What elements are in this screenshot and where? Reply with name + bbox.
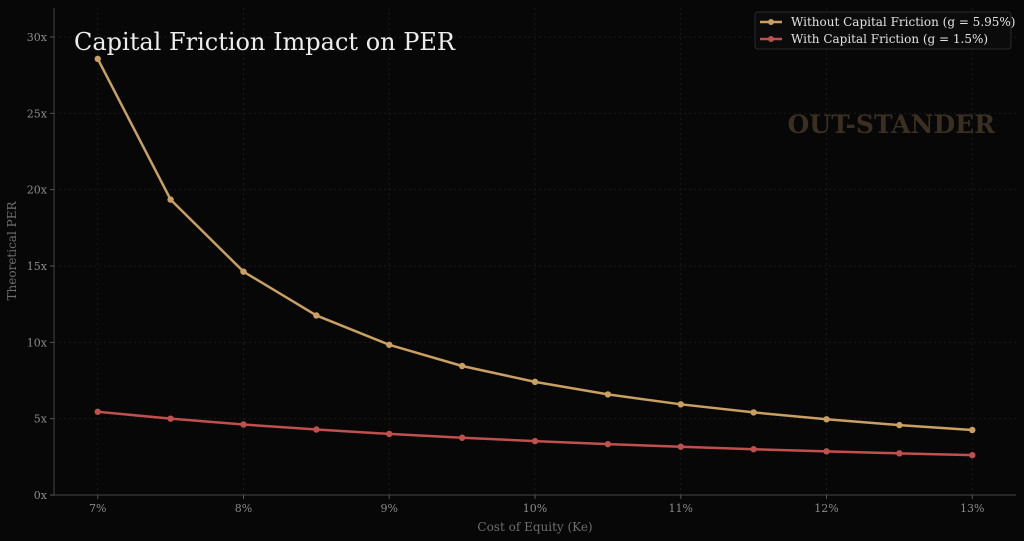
data-point-with-friction (386, 430, 393, 438)
ticks: 7% 8% 9% 10% 11% 12% 13% 0x 5x 10x 15x 20x 25x 30x (27, 31, 985, 515)
data-point-with-friction (240, 421, 247, 428)
x-tick-label: 10% (523, 502, 547, 515)
data-point-without-friction (823, 416, 830, 423)
data-point-with-friction (750, 446, 757, 453)
watermark: OUT-STANDER (788, 110, 996, 139)
data-point-with-friction (94, 408, 101, 415)
y-axis-label: Theoretical PER (5, 201, 19, 301)
data-point-with-friction (969, 451, 976, 459)
data-point-without-friction (386, 341, 393, 348)
chart-title: Capital Friction Impact on PER (74, 28, 456, 56)
data-point-with-friction (531, 437, 539, 445)
data-point-without-friction (969, 426, 976, 434)
x-tick-label: 13% (960, 502, 984, 515)
legend-marker-without-friction (768, 19, 774, 25)
data-point-without-friction (677, 401, 684, 408)
x-axis-label: Cost of Equity (Ke) (477, 520, 592, 534)
y-tick-label: 10x (27, 336, 48, 349)
data-point-with-friction (604, 440, 612, 448)
data-point-with-friction (458, 434, 466, 441)
data-point-without-friction (750, 409, 757, 416)
x-tick-label: 11% (669, 502, 693, 515)
data-point-with-friction (896, 450, 903, 457)
legend-box (754, 11, 1012, 50)
x-tick-label: 9% (381, 502, 398, 515)
series-group (94, 55, 976, 459)
data-point-without-friction (94, 55, 101, 63)
y-tick-label: 15x (27, 260, 48, 273)
x-tick-label: 7% (89, 502, 106, 515)
legend-marker-with-friction (768, 36, 774, 42)
data-point-without-friction (531, 378, 539, 386)
data-point-with-friction (167, 415, 174, 422)
y-tick-label: 25x (27, 107, 48, 120)
data-point-without-friction (167, 196, 174, 203)
y-tick-label: 20x (27, 184, 48, 197)
data-point-without-friction (240, 268, 247, 275)
x-tick-label: 8% (235, 502, 252, 515)
y-tick-label: 0x (34, 489, 48, 502)
data-point-without-friction (313, 312, 320, 319)
legend-label-with-friction: With Capital Friction (g = 1.5%) (791, 32, 988, 46)
y-tick-label: 30x (27, 31, 48, 44)
data-point-without-friction (458, 362, 466, 370)
y-tick-label: 5x (34, 413, 48, 426)
data-point-without-friction (604, 391, 612, 398)
x-tick-label: 12% (814, 502, 838, 515)
data-point-with-friction (677, 443, 684, 450)
legend-label-without-friction: Without Capital Friction (g = 5.95%) (791, 15, 1015, 29)
legend: Without Capital Friction (g = 5.95%) Wit… (754, 11, 1015, 50)
data-point-with-friction (313, 426, 320, 433)
data-point-without-friction (896, 421, 903, 429)
data-point-with-friction (823, 448, 830, 455)
